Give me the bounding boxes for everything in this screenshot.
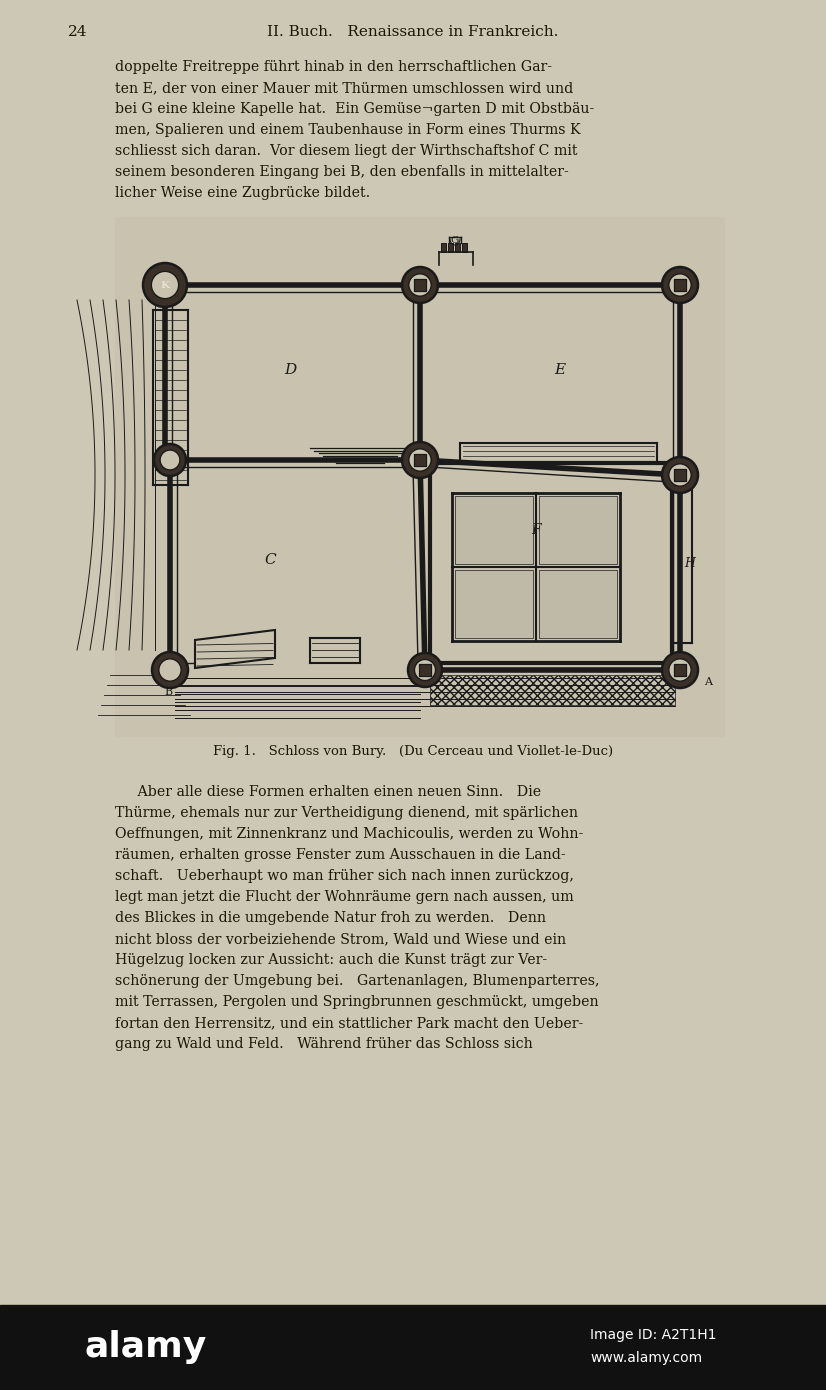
Text: ten E, der von einer Mauer mit Thürmen umschlossen wird und: ten E, der von einer Mauer mit Thürmen u… xyxy=(115,81,573,95)
Bar xyxy=(674,663,686,677)
Circle shape xyxy=(152,652,188,688)
Bar xyxy=(462,243,467,252)
Circle shape xyxy=(408,653,442,687)
Bar xyxy=(115,217,725,737)
Text: gang zu Wald und Feld.   Während früher das Schloss sich: gang zu Wald und Feld. Während früher da… xyxy=(115,1037,533,1051)
Text: schönerung der Umgebung bei.   Gartenanlagen, Blumenparterres,: schönerung der Umgebung bei. Gartenanlag… xyxy=(115,974,600,988)
Bar xyxy=(539,570,617,638)
Circle shape xyxy=(669,274,691,296)
Bar xyxy=(448,243,453,252)
Text: Thürme, ehemals nur zur Vertheidigung dienend, mit spärlichen: Thürme, ehemals nur zur Vertheidigung di… xyxy=(115,806,578,820)
Text: Oeffnungen, mit Zinnenkranz und Machicoulis, werden zu Wohn-: Oeffnungen, mit Zinnenkranz und Machicou… xyxy=(115,827,583,841)
Text: men, Spalieren und einem Taubenhause in Form eines Thurms K: men, Spalieren und einem Taubenhause in … xyxy=(115,122,581,138)
Text: 24: 24 xyxy=(68,25,88,39)
Text: licher Weise eine Zugbrücke bildet.: licher Weise eine Zugbrücke bildet. xyxy=(115,186,370,200)
Text: doppelte Freitreppe führt hinab in den herrschaftlichen Gar-: doppelte Freitreppe führt hinab in den h… xyxy=(115,60,552,74)
Text: legt man jetzt die Flucht der Wohnräume gern nach aussen, um: legt man jetzt die Flucht der Wohnräume … xyxy=(115,890,574,904)
Bar xyxy=(539,496,617,564)
Text: www.alamy.com: www.alamy.com xyxy=(590,1351,702,1365)
Text: räumen, erhalten grosse Fenster zum Ausschauen in die Land-: räumen, erhalten grosse Fenster zum Auss… xyxy=(115,848,566,862)
Text: G: G xyxy=(451,235,459,245)
Text: seinem besonderen Eingang bei B, den ebenfalls in mittelalter-: seinem besonderen Eingang bei B, den ebe… xyxy=(115,165,569,179)
Text: Aber alle diese Formen erhalten einen neuen Sinn.   Die: Aber alle diese Formen erhalten einen ne… xyxy=(115,785,541,799)
Text: D: D xyxy=(284,363,297,377)
Text: mit Terrassen, Pergolen und Springbrunnen geschmückt, umgeben: mit Terrassen, Pergolen und Springbrunne… xyxy=(115,995,599,1009)
Text: Fig. 1.   Schloss von Bury.   (Du Cerceau und Viollet-le-Duc): Fig. 1. Schloss von Bury. (Du Cerceau un… xyxy=(213,745,613,758)
Circle shape xyxy=(143,263,187,307)
Bar xyxy=(430,676,675,705)
Bar xyxy=(414,453,426,466)
Bar xyxy=(414,279,426,292)
Text: Image ID: A2T1H1: Image ID: A2T1H1 xyxy=(590,1327,716,1341)
Circle shape xyxy=(669,659,691,681)
Circle shape xyxy=(160,450,180,470)
Text: des Blickes in die umgebende Natur froh zu werden.   Denn: des Blickes in die umgebende Natur froh … xyxy=(115,910,546,924)
Bar xyxy=(0,1305,826,1390)
Circle shape xyxy=(159,659,181,681)
Bar xyxy=(441,243,446,252)
Circle shape xyxy=(669,464,691,486)
Circle shape xyxy=(402,267,438,303)
Circle shape xyxy=(409,449,431,471)
Text: schliesst sich daran.  Vor diesem liegt der Wirthschaftshof C mit: schliesst sich daran. Vor diesem liegt d… xyxy=(115,145,577,158)
Text: K: K xyxy=(160,281,169,289)
Text: A: A xyxy=(704,677,712,687)
Bar xyxy=(674,468,686,481)
Circle shape xyxy=(662,457,698,493)
Bar xyxy=(455,243,460,252)
Text: II. Buch.   Renaissance in Frankreich.: II. Buch. Renaissance in Frankreich. xyxy=(268,25,558,39)
Bar xyxy=(455,496,533,564)
Circle shape xyxy=(151,271,178,299)
Bar xyxy=(419,664,431,676)
Circle shape xyxy=(154,443,186,475)
Circle shape xyxy=(402,442,438,478)
Circle shape xyxy=(662,267,698,303)
Text: Hügelzug locken zur Aussicht: auch die Kunst trägt zur Ver-: Hügelzug locken zur Aussicht: auch die K… xyxy=(115,954,547,967)
Text: nicht bloss der vorbeiziehende Strom, Wald und Wiese und ein: nicht bloss der vorbeiziehende Strom, Wa… xyxy=(115,933,566,947)
Text: B: B xyxy=(164,687,172,696)
Bar xyxy=(674,279,686,292)
Text: H: H xyxy=(684,556,695,570)
Circle shape xyxy=(415,659,435,681)
Circle shape xyxy=(409,274,431,296)
Text: bei G eine kleine Kapelle hat.  Ein Gemüse¬garten D mit Obstbäu-: bei G eine kleine Kapelle hat. Ein Gemüs… xyxy=(115,101,594,115)
Bar xyxy=(455,570,533,638)
Text: schaft.   Ueberhaupt wo man früher sich nach innen zurückzog,: schaft. Ueberhaupt wo man früher sich na… xyxy=(115,869,574,883)
Polygon shape xyxy=(195,630,275,669)
Text: C: C xyxy=(264,553,276,567)
Text: F: F xyxy=(531,523,541,537)
Text: alamy: alamy xyxy=(85,1330,207,1364)
Text: fortan den Herrensitz, und ein stattlicher Park macht den Ueber-: fortan den Herrensitz, und ein stattlich… xyxy=(115,1016,583,1030)
Circle shape xyxy=(662,652,698,688)
Text: E: E xyxy=(554,363,566,377)
